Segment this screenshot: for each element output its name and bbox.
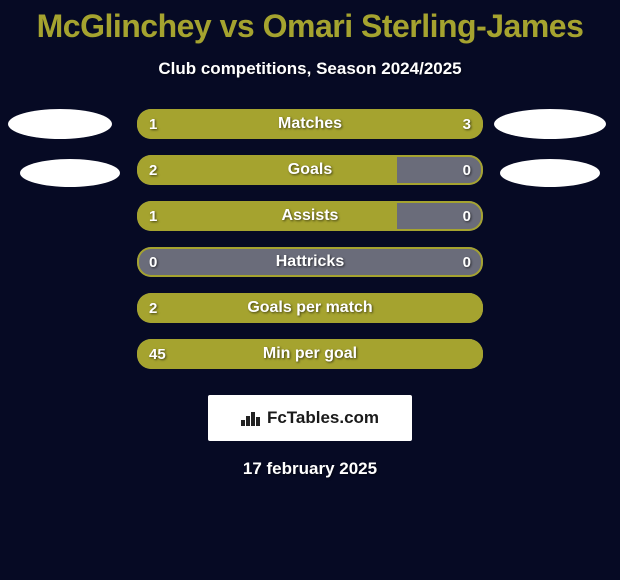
- subtitle: Club competitions, Season 2024/2025: [0, 59, 620, 79]
- player-oval: [494, 109, 606, 139]
- player-oval: [500, 159, 600, 187]
- stat-row: Assists10: [137, 201, 483, 231]
- badge-text: FcTables.com: [267, 408, 379, 428]
- stat-bar-left: [137, 339, 483, 369]
- bars-icon: [241, 410, 261, 426]
- stat-bar-left: [137, 201, 397, 231]
- player-oval: [8, 109, 112, 139]
- stat-row: Goals20: [137, 155, 483, 185]
- stat-bar-right: [275, 109, 483, 139]
- page-title: McGlinchey vs Omari Sterling-James: [0, 0, 620, 45]
- stat-row: Matches13: [137, 109, 483, 139]
- stat-row: Goals per match2: [137, 293, 483, 323]
- stat-bar-left: [137, 247, 310, 277]
- stat-bar-right: [310, 247, 483, 277]
- date-text: 17 february 2025: [0, 459, 620, 479]
- stat-row: Min per goal45: [137, 339, 483, 369]
- stat-bars: Matches13 Goals20 Assists10 Hattricks00 Goal…: [137, 109, 483, 369]
- player-oval: [20, 159, 120, 187]
- stat-bar-left: [137, 109, 275, 139]
- stat-row: Hattricks00: [137, 247, 483, 277]
- stat-bar-right: [397, 201, 484, 231]
- chart-area: Matches13 Goals20 Assists10 Hattricks00 Goal…: [0, 109, 620, 369]
- stat-bar-left: [137, 293, 483, 323]
- stat-bar-right: [397, 155, 484, 185]
- comparison-infographic: McGlinchey vs Omari Sterling-James Club …: [0, 0, 620, 580]
- stat-bar-left: [137, 155, 397, 185]
- source-badge: FcTables.com: [208, 395, 412, 441]
